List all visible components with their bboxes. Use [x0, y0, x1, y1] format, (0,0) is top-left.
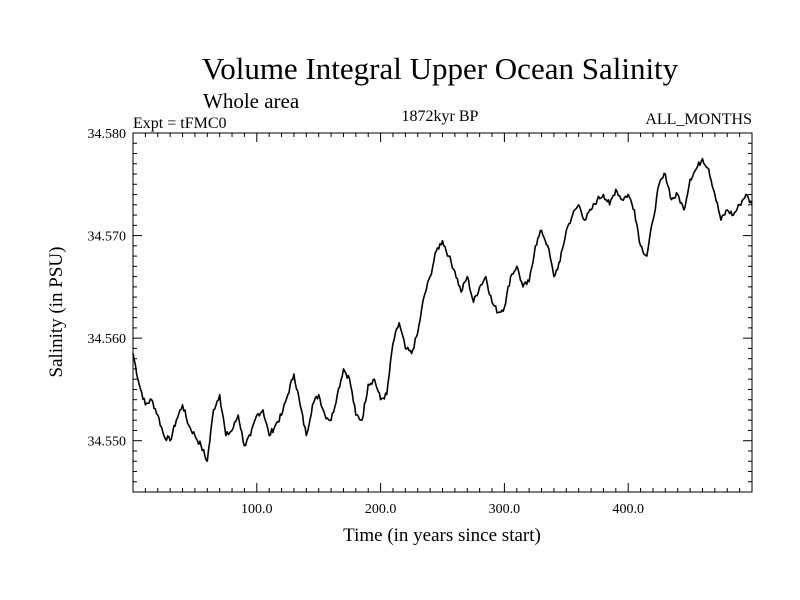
y-tick-label: 34.550: [88, 435, 127, 450]
chart-subtitle: Whole area: [203, 89, 300, 113]
y-axis-ticks: 34.550 34.560 34.570 34.580: [88, 127, 752, 493]
chart-title: Volume Integral Upper Ocean Salinity: [202, 51, 679, 86]
x-tick-label: 100.0: [241, 502, 273, 517]
series-line-salinity: [132, 157, 753, 462]
period-label: 1872kyr BP: [402, 108, 479, 125]
x-axis-label: Time (in years since start): [343, 525, 541, 546]
experiment-label: Expt = tFMC0: [133, 115, 226, 132]
x-tick-label: 400.0: [612, 502, 644, 517]
x-tick-label: 300.0: [489, 502, 521, 517]
x-axis-ticks: 100.0 200.0 300.0 400.0: [144, 133, 741, 517]
x-tick-label: 200.0: [365, 502, 397, 517]
y-tick-label: 34.560: [88, 332, 127, 347]
y-tick-label: 34.580: [88, 127, 127, 142]
y-axis-label: Salinity (in PSU): [46, 247, 67, 378]
months-label: ALL_MONTHS: [645, 111, 752, 128]
y-tick-label: 34.570: [88, 230, 127, 245]
